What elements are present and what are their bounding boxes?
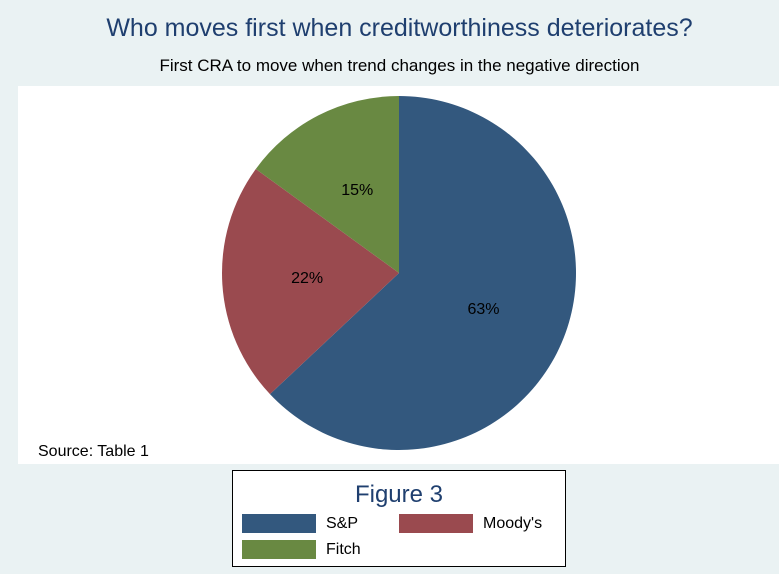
legend-swatch-fitch <box>242 540 316 559</box>
legend-swatch-sp <box>242 514 316 533</box>
chart-title: Who moves first when creditworthiness de… <box>106 14 693 42</box>
pie-slice-sp <box>269 96 576 450</box>
pie-slice-moodys <box>222 168 399 395</box>
legend-item-moodys: Moody's <box>399 514 542 533</box>
legend-item-sp: S&P <box>242 514 358 533</box>
legend-label-sp: S&P <box>326 514 359 532</box>
legend-label-moodys: Moody's <box>483 514 543 532</box>
legend-item-fitch: Fitch <box>242 540 361 559</box>
legend-title: Figure 3 <box>354 481 444 508</box>
pie-slice-fitch <box>255 96 399 273</box>
source-note: Source: Table 1 <box>38 443 149 460</box>
chart-subtitle: First CRA to move when trend changes in … <box>159 56 640 75</box>
slice-label-sp: 63% <box>467 301 499 318</box>
legend-swatch-moodys <box>399 514 473 533</box>
slice-label-fitch: 15% <box>341 182 373 199</box>
legend-label-fitch: Fitch <box>326 540 361 558</box>
slice-label-moodys: 22% <box>291 270 323 287</box>
legend: Figure 3 S&P Moody's Fitch <box>232 470 566 567</box>
